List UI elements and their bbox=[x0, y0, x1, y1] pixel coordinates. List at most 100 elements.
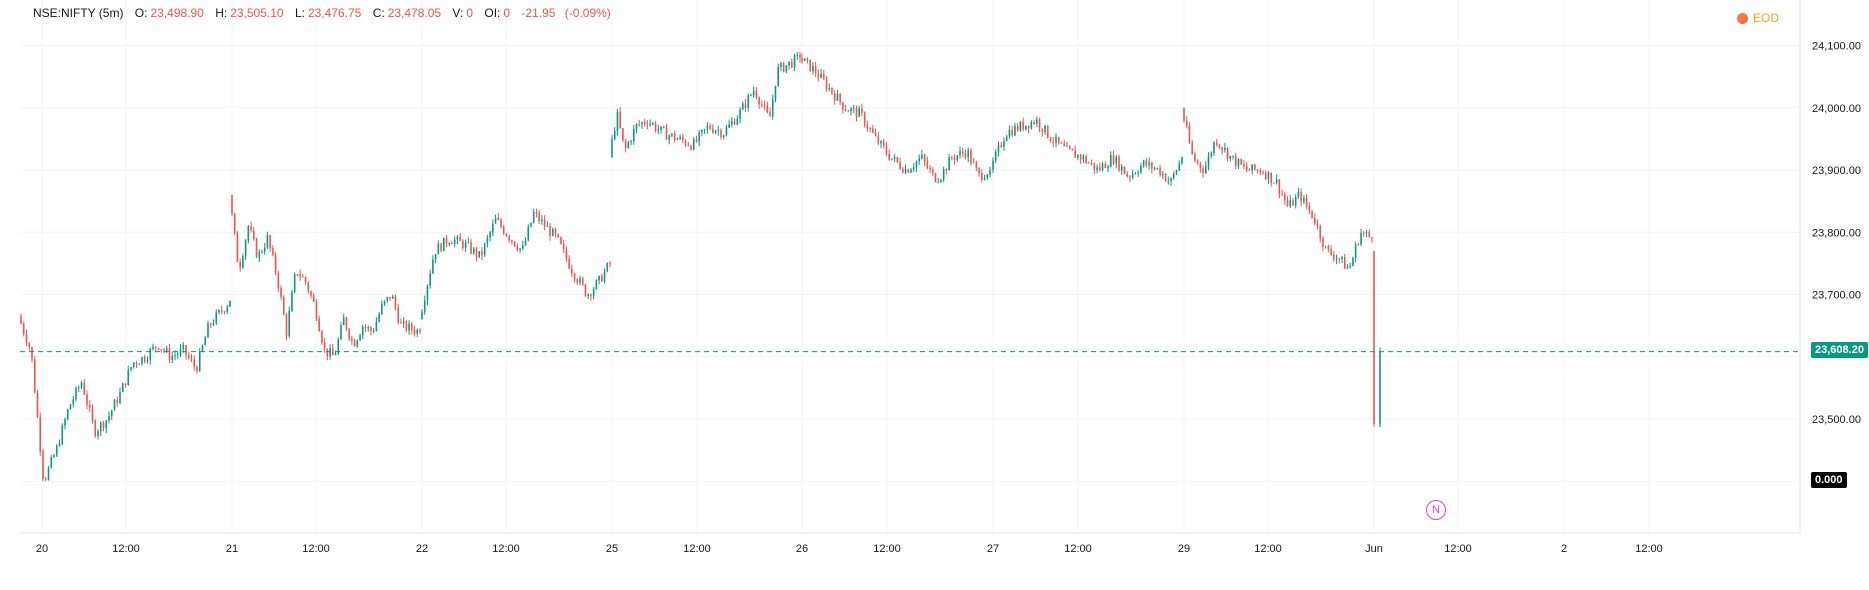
time-tick-label: 25 bbox=[606, 543, 618, 555]
candle-body bbox=[1038, 119, 1041, 129]
candle-down bbox=[326, 348, 329, 361]
candle-up bbox=[632, 124, 635, 145]
candle-body bbox=[176, 354, 179, 356]
candle-down bbox=[562, 239, 565, 254]
candle-down bbox=[581, 276, 584, 286]
candle-body bbox=[337, 339, 340, 354]
candle-body bbox=[1145, 160, 1148, 166]
candle-up bbox=[1162, 171, 1164, 180]
candle-down bbox=[1057, 136, 1060, 145]
candle-down bbox=[1041, 128, 1044, 137]
candle-body bbox=[959, 151, 961, 156]
candle-down bbox=[1368, 229, 1371, 238]
candle-body bbox=[992, 160, 994, 170]
candle-body bbox=[53, 455, 55, 458]
candle-down bbox=[299, 269, 301, 281]
candle-body bbox=[1262, 172, 1264, 174]
candle-up bbox=[367, 325, 370, 332]
candle-body bbox=[885, 145, 888, 154]
candle-body bbox=[1170, 178, 1172, 181]
candle-down bbox=[1060, 141, 1063, 144]
candle-down bbox=[1264, 170, 1267, 181]
candle-down bbox=[576, 278, 579, 285]
candle-body bbox=[706, 125, 709, 130]
candle-body bbox=[684, 140, 687, 145]
candle-down bbox=[1079, 153, 1082, 165]
candle-body bbox=[822, 73, 825, 80]
candle-down bbox=[143, 354, 146, 364]
candle-down bbox=[814, 61, 817, 78]
candle-body bbox=[152, 346, 154, 350]
change-percent: (-0.09%) bbox=[564, 6, 611, 20]
candle-body bbox=[1082, 156, 1085, 160]
candle-down bbox=[1240, 158, 1243, 166]
time-tick-label: 12:00 bbox=[683, 543, 711, 555]
candle-body bbox=[198, 351, 201, 372]
candle-body bbox=[646, 124, 649, 125]
candle-up bbox=[226, 304, 229, 315]
candle-body bbox=[551, 228, 554, 236]
candle-up bbox=[1055, 133, 1057, 148]
time-tick-label: 22 bbox=[416, 543, 428, 555]
candle-body bbox=[1090, 163, 1093, 164]
candle-body bbox=[630, 141, 632, 143]
candle-up bbox=[948, 153, 950, 171]
candle-down bbox=[389, 296, 391, 301]
candle-body bbox=[467, 242, 470, 243]
candle-up bbox=[741, 101, 744, 110]
candle-body bbox=[801, 57, 803, 61]
candle-body bbox=[1267, 172, 1270, 180]
eod-indicator[interactable]: EOD bbox=[1736, 11, 1779, 25]
candle-down bbox=[33, 356, 36, 394]
candle-body bbox=[554, 228, 557, 235]
candle-body bbox=[568, 258, 570, 269]
candle-down bbox=[209, 322, 212, 328]
candle-body bbox=[244, 240, 247, 257]
candle-up bbox=[383, 300, 386, 307]
candle-up bbox=[1140, 162, 1142, 174]
candle-body bbox=[926, 161, 929, 168]
candle-body bbox=[274, 254, 277, 273]
candle-down bbox=[451, 240, 453, 245]
candle-body bbox=[766, 105, 769, 113]
candle-body bbox=[904, 169, 907, 173]
candle-down bbox=[475, 246, 478, 262]
candle-body bbox=[258, 251, 261, 258]
candle-down bbox=[1221, 146, 1223, 155]
candle-body bbox=[218, 309, 220, 313]
candle-body bbox=[356, 340, 359, 347]
candle-body bbox=[187, 354, 190, 358]
candle-up bbox=[55, 443, 58, 458]
candle-body bbox=[755, 90, 758, 98]
symbol-label[interactable]: NSE:NIFTY (5m) bbox=[33, 6, 124, 20]
candle-body bbox=[233, 213, 236, 234]
candle-up bbox=[986, 174, 989, 180]
candle-up bbox=[478, 251, 481, 259]
candle-down bbox=[86, 390, 88, 409]
candle-body bbox=[434, 254, 437, 260]
candle-body bbox=[239, 262, 241, 268]
candle-body bbox=[1327, 246, 1330, 250]
candle-down bbox=[573, 272, 576, 283]
candle-body bbox=[831, 87, 833, 94]
price-tick-label: 23,500.00 bbox=[1812, 414, 1861, 426]
candle-body bbox=[1167, 180, 1170, 182]
candle-body bbox=[763, 104, 766, 106]
candle-down bbox=[102, 420, 105, 432]
candle-body bbox=[703, 129, 706, 130]
candle-down bbox=[470, 238, 472, 255]
candle-up bbox=[777, 63, 780, 87]
candle-up bbox=[288, 306, 291, 339]
candle-down bbox=[272, 245, 274, 257]
candle-up bbox=[75, 386, 77, 402]
candle-up bbox=[356, 339, 359, 348]
candle-body bbox=[1011, 129, 1013, 136]
candle-down bbox=[405, 319, 408, 333]
candle-body bbox=[462, 240, 464, 248]
news-icon[interactable]: N bbox=[1426, 500, 1446, 520]
candle-down bbox=[662, 125, 665, 129]
candle-body bbox=[891, 158, 893, 160]
candle-body bbox=[437, 243, 440, 255]
candle-body bbox=[573, 273, 576, 280]
